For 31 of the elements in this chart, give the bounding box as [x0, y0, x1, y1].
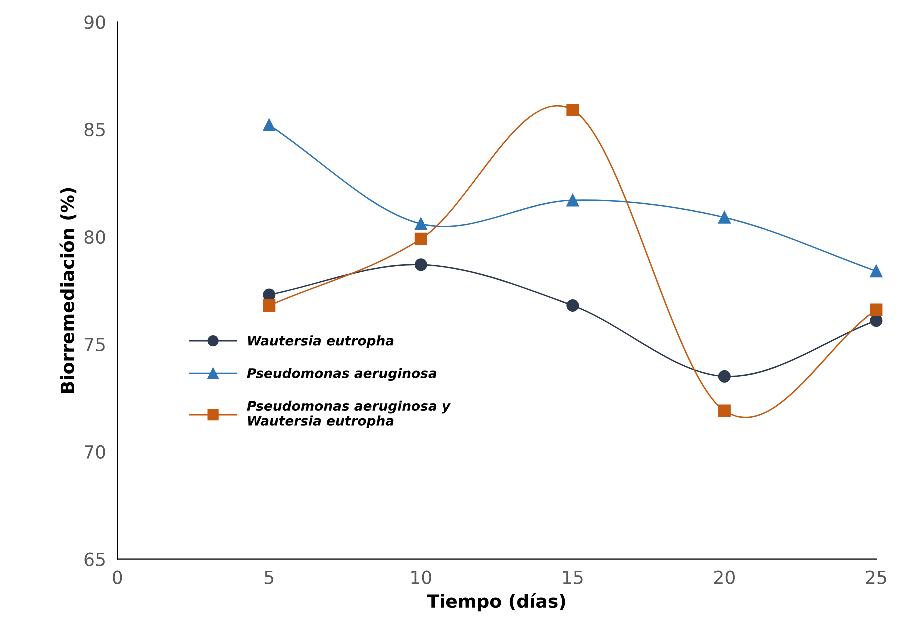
y-tick-label: 85: [84, 123, 105, 137]
point: [870, 314, 883, 328]
y-tick-label: 65: [84, 552, 105, 566]
point: [718, 370, 731, 383]
point: [566, 300, 580, 312]
y-tick-label: 80: [84, 230, 106, 244]
y-tick-label: 70: [85, 445, 106, 459]
x-tick-label: 5: [265, 570, 274, 584]
legend-label: Pseudomonas aeruginosa: [247, 368, 436, 382]
x-tick-label: 20: [714, 570, 735, 584]
point: [414, 232, 428, 246]
point: [718, 211, 731, 224]
y-tick-label: 75: [85, 338, 105, 352]
x-tick-label: 0: [113, 570, 122, 584]
y-tick-label: 90: [84, 16, 106, 30]
point: [263, 300, 276, 312]
x-tick-label: 15: [563, 570, 583, 584]
point: [414, 218, 428, 230]
x-tick-label: 25: [866, 570, 886, 584]
point: [263, 119, 276, 132]
legend-label: Wautersia eutropha: [248, 336, 394, 348]
point: [566, 104, 580, 116]
point: [870, 304, 883, 316]
x-axis-title: Tiempo (días): [427, 593, 566, 612]
x-tick-label: 10: [412, 570, 432, 584]
point: [414, 258, 428, 272]
point: [718, 404, 731, 418]
point: [566, 194, 580, 207]
y-axis-title: Biorremediación (%): [60, 188, 77, 393]
point: [870, 265, 883, 278]
legend-label: Pseudomonas aeruginosa y Wautersia eutropha: [247, 400, 452, 428]
